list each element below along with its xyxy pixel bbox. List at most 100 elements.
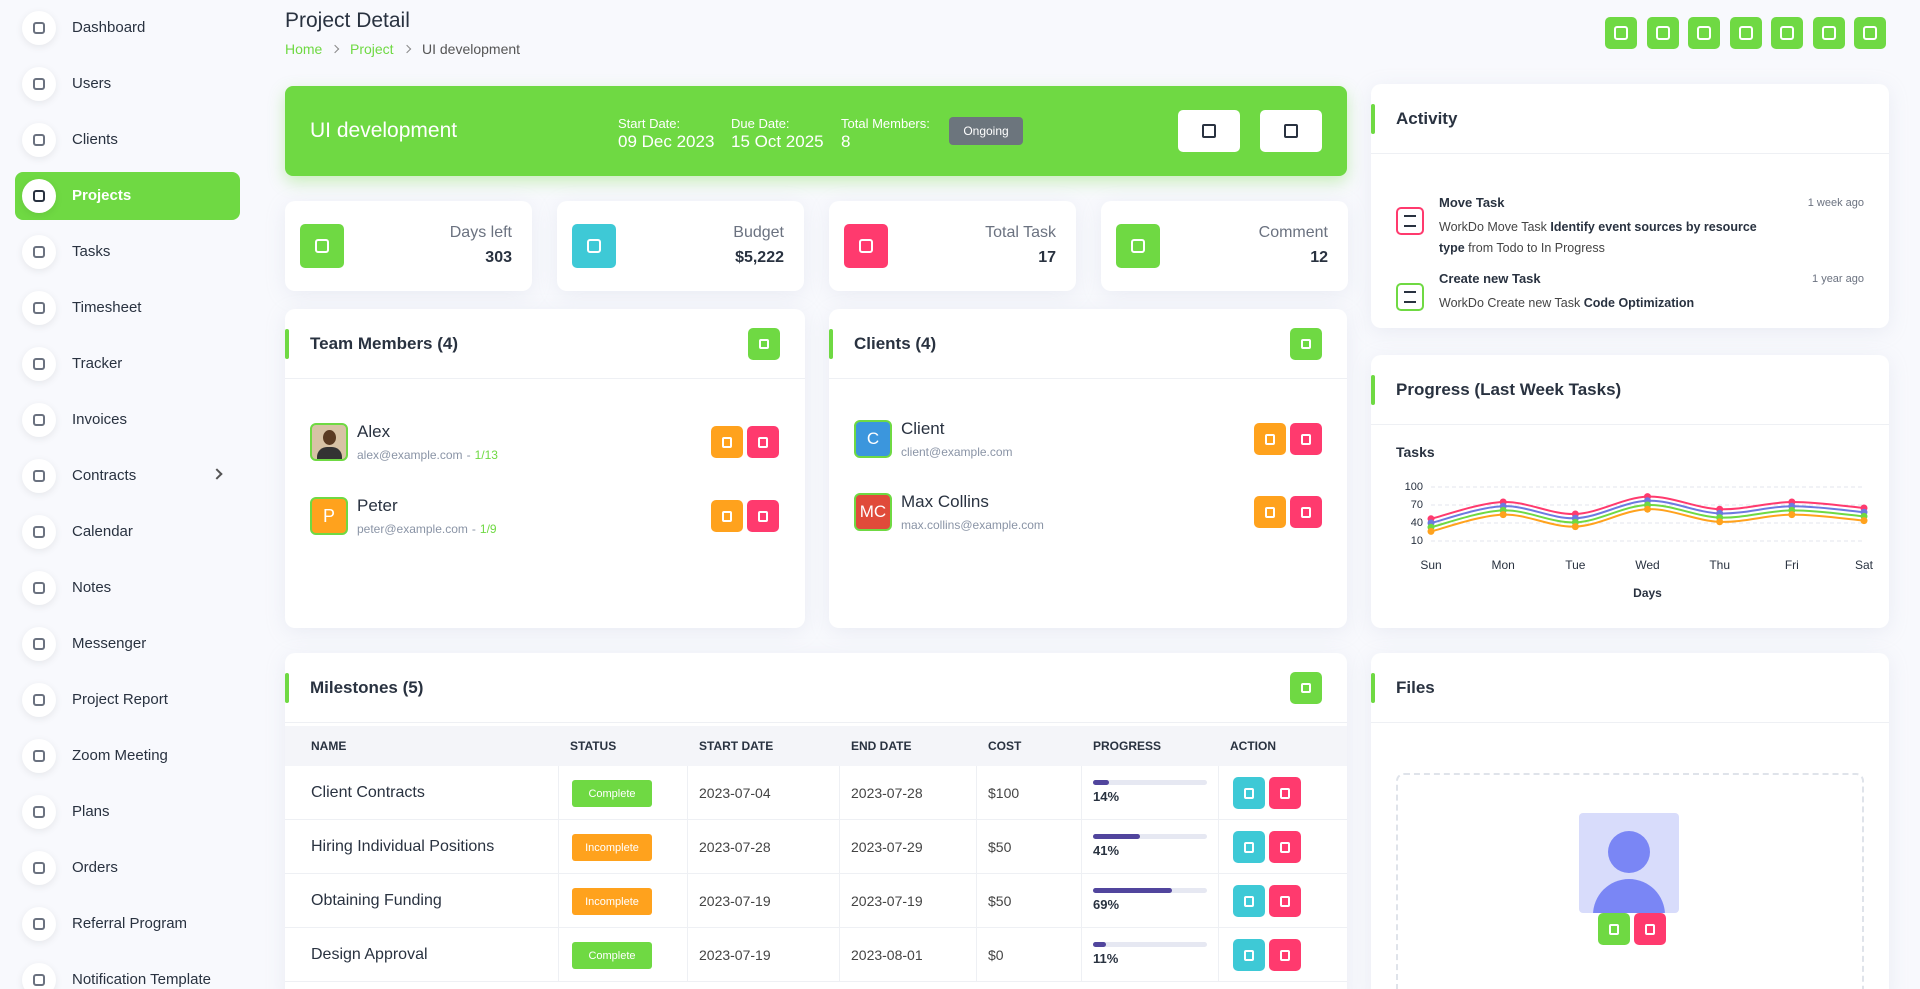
icon xyxy=(1131,239,1145,253)
action-button[interactable] xyxy=(1290,423,1322,455)
glyph xyxy=(33,974,45,986)
nav-item[interactable]: Users xyxy=(15,60,240,108)
action-button[interactable] xyxy=(1269,831,1301,863)
avatar: MC xyxy=(854,493,892,531)
cell-border xyxy=(558,874,559,928)
icon xyxy=(22,627,56,661)
icon xyxy=(1244,787,1254,799)
email: peter@example.com xyxy=(357,522,468,536)
nav-item[interactable]: Project Report xyxy=(15,676,240,724)
glyph xyxy=(33,862,45,874)
toolbar-button[interactable] xyxy=(1729,17,1762,49)
action-button[interactable] xyxy=(1254,496,1286,528)
cell-border xyxy=(558,820,559,874)
nav-label: Plans xyxy=(72,803,110,820)
glyph xyxy=(1404,291,1416,303)
activity-title: Move Task xyxy=(1439,195,1505,210)
toolbar-button[interactable] xyxy=(1688,17,1720,49)
toolbar-button[interactable] xyxy=(1646,17,1679,49)
milestone-name: Hiring Individual Positions xyxy=(311,838,495,855)
nav-item[interactable]: Dashboard xyxy=(15,4,240,52)
nav-item[interactable]: Tracker xyxy=(15,340,240,388)
toolbar-button[interactable] xyxy=(1854,17,1886,49)
breadcrumb-item[interactable]: Home xyxy=(285,41,323,57)
icon xyxy=(22,403,56,437)
series-point xyxy=(1788,511,1796,519)
nav-item[interactable]: Notification Template xyxy=(15,956,240,989)
action-button[interactable] xyxy=(1233,939,1265,971)
cell-border xyxy=(839,766,840,820)
action-button[interactable] xyxy=(1269,777,1301,809)
nav-item[interactable]: Plans xyxy=(15,788,240,836)
nav-item[interactable]: Contracts xyxy=(15,452,240,500)
toolbar-button[interactable] xyxy=(1605,17,1637,49)
nav-item[interactable]: Tasks xyxy=(15,228,240,276)
activity-time: 1 week ago xyxy=(1807,197,1864,209)
action-button[interactable] xyxy=(1233,777,1265,809)
nav-item[interactable]: Messenger xyxy=(15,620,240,668)
action-button[interactable] xyxy=(1233,831,1265,863)
action-button[interactable] xyxy=(747,500,779,532)
accent xyxy=(1371,673,1375,703)
icon xyxy=(1655,26,1670,40)
nav-label: Dashboard xyxy=(72,19,146,36)
files-card: Files xyxy=(1371,653,1889,989)
cell-border xyxy=(558,766,559,820)
icon xyxy=(1244,841,1254,853)
action-button[interactable] xyxy=(1598,913,1630,945)
nav-item[interactable]: Notes xyxy=(15,564,240,612)
icon xyxy=(22,515,56,549)
icon xyxy=(758,510,768,522)
text-segment: WorkDo Create new Task xyxy=(1439,296,1584,310)
dropzone[interactable] xyxy=(1396,773,1864,989)
header-button[interactable] xyxy=(1290,672,1322,704)
ph-head xyxy=(1608,831,1650,873)
icon xyxy=(1863,26,1877,40)
avatar-body xyxy=(317,447,342,459)
breadcrumb-item[interactable]: Project xyxy=(350,41,394,57)
header-button[interactable] xyxy=(1290,328,1322,360)
action-button[interactable] xyxy=(1634,913,1666,945)
stat-label: Comment xyxy=(1258,224,1328,241)
x-tick-label: Wed xyxy=(1635,558,1659,572)
nav-item[interactable]: Timesheet xyxy=(15,284,240,332)
nav-label: Contracts xyxy=(72,467,137,484)
icon xyxy=(22,907,56,941)
cell-start: 2023-07-28 xyxy=(699,839,771,855)
meta-value: 09 Dec 2023 xyxy=(618,132,715,151)
action-button[interactable] xyxy=(1233,885,1265,917)
nav-item[interactable]: Orders xyxy=(15,844,240,892)
toolbar-button[interactable] xyxy=(1812,17,1845,49)
nav-item[interactable]: Zoom Meeting xyxy=(15,732,240,780)
action-button[interactable] xyxy=(711,500,743,532)
banner-button[interactable] xyxy=(1260,110,1322,152)
cell-border xyxy=(687,820,688,874)
cell-end: 2023-07-19 xyxy=(851,893,923,909)
nav-item[interactable]: Referral Program xyxy=(15,900,240,948)
glyph xyxy=(33,750,45,762)
icon xyxy=(22,291,56,325)
toolbar-button[interactable] xyxy=(1771,17,1803,49)
action-button[interactable] xyxy=(1269,939,1301,971)
action-button[interactable] xyxy=(1269,885,1301,917)
icon xyxy=(1244,949,1254,961)
breadcrumb-sep xyxy=(330,44,340,54)
action-button[interactable] xyxy=(711,426,743,458)
progress-label: 11% xyxy=(1093,951,1119,966)
banner-button[interactable] xyxy=(1178,110,1240,152)
nav-label: Tracker xyxy=(72,355,123,372)
divider xyxy=(1371,153,1889,154)
action-button[interactable] xyxy=(1290,496,1322,528)
nav-item[interactable]: Clients xyxy=(15,116,240,164)
progress-track xyxy=(1093,942,1207,947)
nav-item[interactable]: Calendar xyxy=(15,508,240,556)
nav-item[interactable]: Invoices xyxy=(15,396,240,444)
action-button[interactable] xyxy=(1254,423,1286,455)
stat-value: 12 xyxy=(1310,249,1328,266)
header-button[interactable] xyxy=(748,328,780,360)
cell-cost: $100 xyxy=(988,785,1020,801)
stat-icon xyxy=(1116,224,1160,268)
nav-item[interactable]: Projects xyxy=(15,172,240,220)
action-button[interactable] xyxy=(747,426,779,458)
